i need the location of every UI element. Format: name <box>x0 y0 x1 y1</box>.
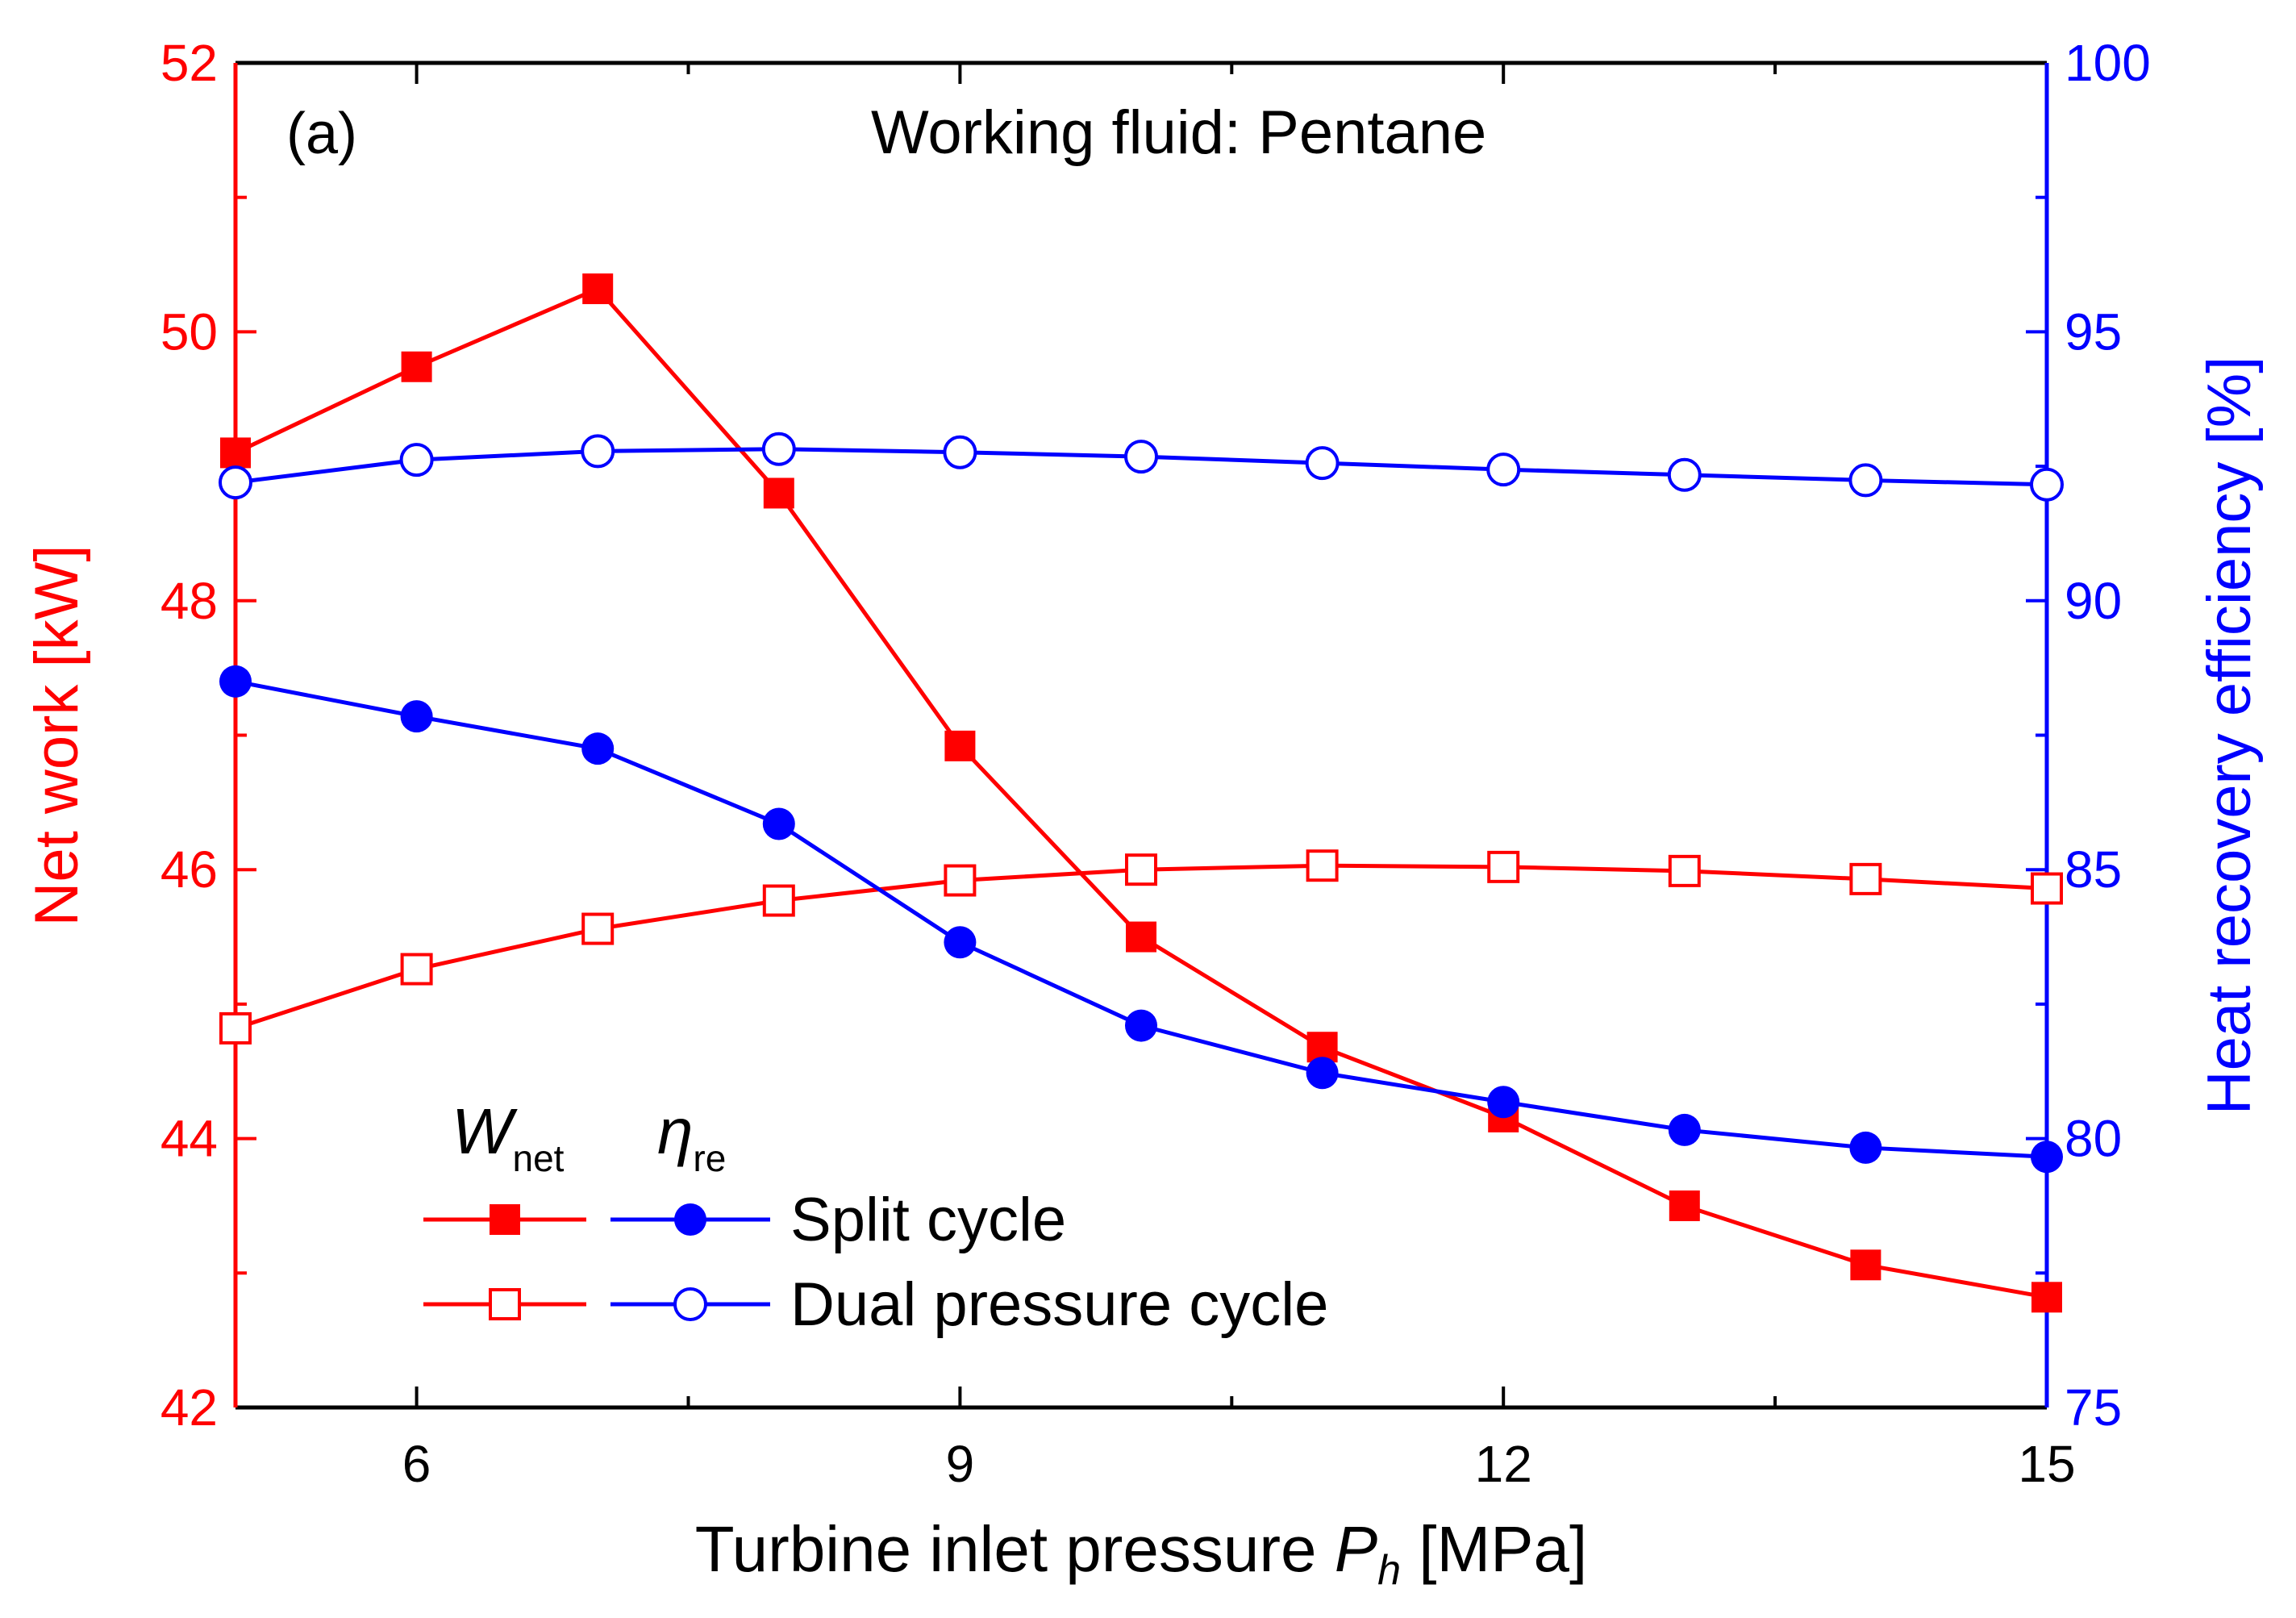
series-line-eta-split <box>235 679 2048 1159</box>
data-point-eta-dual <box>1486 452 1521 487</box>
data-point-eta-split <box>400 700 433 733</box>
data-point-eta-dual <box>943 435 977 469</box>
y-right-tick-label: 85 <box>2065 840 2122 899</box>
series-layer <box>219 273 2064 1313</box>
data-point-w-split <box>220 437 251 469</box>
y-left-tick-label: 48 <box>160 572 218 630</box>
y-left-tick-label: 52 <box>160 34 218 92</box>
data-point-w-dual <box>2031 872 2063 905</box>
x-axis-title: Turbine inlet pressure Ph [MPa] <box>695 1513 1587 1594</box>
legend-header-eta: ηre <box>657 1095 726 1179</box>
legend-label-split: Split cycle <box>790 1186 1066 1254</box>
data-point-eta-split <box>1668 1113 1701 1146</box>
data-point-eta-split <box>1306 1057 1339 1090</box>
data-point-w-split <box>1669 1190 1700 1221</box>
data-point-eta-split <box>219 665 252 698</box>
x-axis-title-sub: h <box>1377 1547 1401 1594</box>
y-left-tick-label: 46 <box>160 840 218 899</box>
y-axis-right-title: Heat recovery efficiency [%] <box>2195 357 2264 1116</box>
data-point-eta-dual <box>2030 467 2064 502</box>
data-point-eta-split <box>581 732 615 765</box>
x-tick-label: 12 <box>1475 1435 1532 1493</box>
data-point-eta-dual <box>1667 457 1702 492</box>
y-right-tick-label: 80 <box>2065 1110 2122 1168</box>
data-point-w-split <box>1850 1249 1881 1281</box>
data-point-eta-dual <box>1124 440 1158 474</box>
chart-title: Working fluid: Pentane <box>871 98 1486 167</box>
y-right-tick-label: 95 <box>2065 302 2122 361</box>
data-point-w-dual <box>762 884 795 917</box>
legend-header-w: Wnet <box>452 1095 565 1179</box>
data-point-w-split <box>582 273 614 305</box>
legend: Wnet ηre Split cycle Dual pressure cycle <box>423 1095 1328 1339</box>
data-point-w-split <box>1126 921 1156 953</box>
legend-marker-w-split <box>490 1204 520 1235</box>
legend-marker-w-dual <box>489 1288 521 1320</box>
data-point-eta-dual <box>1848 463 1883 498</box>
data-point-w-split <box>2031 1282 2062 1313</box>
legend-marker-eta-split <box>674 1203 706 1236</box>
y-right-tick-label: 75 <box>2065 1378 2122 1437</box>
data-point-eta-dual <box>581 434 615 469</box>
data-point-eta-dual <box>1305 446 1340 481</box>
data-point-w-dual <box>1849 862 1882 895</box>
data-point-w-dual <box>1306 849 1339 882</box>
legend-label-dual: Dual pressure cycle <box>790 1270 1328 1339</box>
data-point-eta-split <box>2031 1141 2063 1174</box>
data-point-w-split <box>763 477 794 509</box>
y-left-tick-label: 44 <box>160 1110 218 1168</box>
panel-label: (a) <box>286 102 357 166</box>
y-axis-left-title: Net work [kW] <box>23 545 91 927</box>
data-point-w-dual <box>219 1011 252 1045</box>
data-point-eta-split <box>762 807 795 840</box>
data-point-eta-split <box>944 926 977 959</box>
x-axis-title-unit: [MPa] <box>1401 1513 1587 1585</box>
data-point-w-dual <box>581 912 615 945</box>
data-point-w-dual <box>1487 850 1520 883</box>
data-point-eta-dual <box>761 432 796 466</box>
x-axis-title-var: P <box>1335 1513 1377 1585</box>
data-point-eta-dual <box>219 465 252 500</box>
data-point-eta-split <box>1125 1009 1157 1042</box>
data-point-eta-split <box>1487 1086 1520 1119</box>
y-right-tick-label: 100 <box>2065 34 2151 92</box>
data-point-w-dual <box>1668 854 1701 887</box>
data-point-w-dual <box>1125 853 1157 886</box>
data-point-eta-dual <box>399 443 434 477</box>
x-tick-label: 6 <box>402 1435 431 1493</box>
y-left-tick-label: 42 <box>160 1378 218 1437</box>
data-point-w-dual <box>400 953 433 986</box>
x-tick-label: 15 <box>2018 1435 2075 1493</box>
data-point-w-split <box>401 351 432 382</box>
legend-marker-eta-dual <box>673 1287 707 1321</box>
data-point-w-split <box>944 730 976 761</box>
x-axis-title-main: Turbine inlet pressure <box>695 1513 1335 1585</box>
data-point-eta-split <box>1849 1131 1882 1164</box>
data-point-w-dual <box>944 864 977 897</box>
y-left-tick-label: 50 <box>160 302 218 361</box>
tick-labels-layer: 6 9 12 15 42 44 46 48 50 52 75 80 85 90 95 100 <box>160 34 2151 1493</box>
y-right-tick-label: 90 <box>2065 572 2122 630</box>
x-tick-label: 9 <box>946 1435 975 1493</box>
